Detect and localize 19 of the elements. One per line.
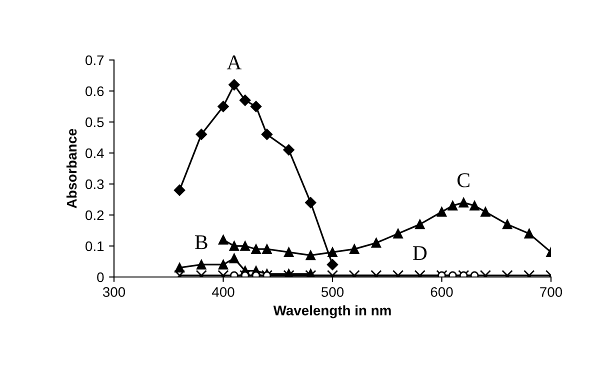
series-label: C [458, 173, 470, 188]
y-tick-label: 0.1 [86, 241, 104, 252]
y-tick-label: 0.7 [86, 55, 104, 66]
y-tick-label: 0.2 [86, 210, 104, 220]
x-tick-label: 300 [102, 287, 126, 297]
series-label: A [226, 56, 242, 70]
y-tick-label: 0.5 [86, 117, 104, 128]
y-tick-label: 0.6 [86, 86, 104, 96]
series-label: D [412, 246, 427, 260]
y-tick-label: 0.3 [86, 179, 104, 190]
x-tick-label: 700 [540, 287, 562, 297]
y-axis-title: Absorbance [66, 128, 77, 208]
series-label: B [195, 235, 208, 250]
x-tick-label: 500 [321, 287, 344, 297]
x-tick-label: 400 [212, 287, 234, 297]
x-tick-label: 600 [430, 287, 453, 297]
y-tick-label: 0.4 [86, 148, 104, 158]
y-tick-label: 0 [97, 272, 104, 282]
x-axis-title: Wavelength in nm [273, 305, 391, 318]
